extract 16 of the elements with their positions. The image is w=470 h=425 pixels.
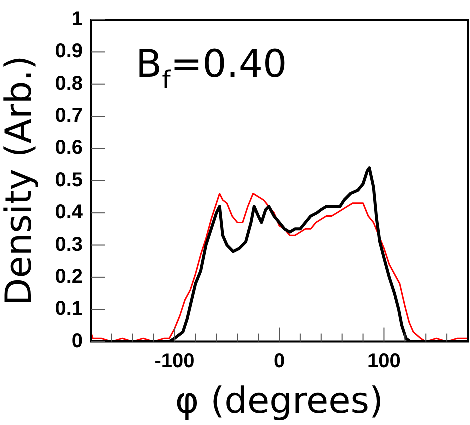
x-tick-label: -100 xyxy=(154,350,195,372)
y-tick-label: 0.1 xyxy=(55,298,84,320)
y-tick-label: 0 xyxy=(72,330,84,352)
x-tick-label: 100 xyxy=(368,350,401,372)
y-tick-label: 0.5 xyxy=(55,169,84,192)
y-tick-label: 0.4 xyxy=(55,202,84,224)
x-axis-title: φ (degrees) xyxy=(175,380,384,422)
y-tick-label: 0.2 xyxy=(55,266,84,288)
x-tick-label: 0 xyxy=(274,350,286,372)
y-tick-label: 1 xyxy=(72,8,84,31)
y-tick-label: 0.9 xyxy=(55,40,84,63)
y-tick-label: 0.8 xyxy=(55,72,84,95)
y-tick-label: 0.6 xyxy=(55,137,84,160)
y-tick-label: 0.3 xyxy=(55,234,84,256)
y-tick-label: 0.7 xyxy=(55,105,84,128)
y-axis-title: Density (Arb.) xyxy=(0,56,40,306)
